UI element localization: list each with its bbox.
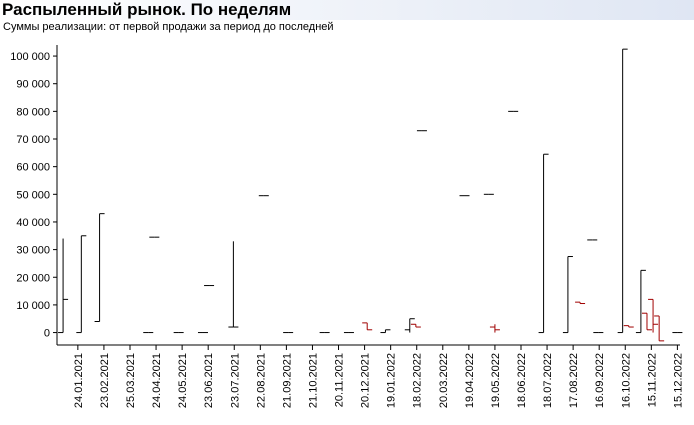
x-tick-label: 25.03.2021 — [125, 353, 137, 408]
x-tick-label: 15.11.2022 — [646, 353, 658, 407]
x-tick-label: 20.11.2021 — [334, 353, 346, 407]
x-tick-label: 18.06.2022 — [516, 353, 528, 408]
x-tick-label: 24.04.2021 — [151, 353, 163, 408]
x-tick-label: 23.02.2021 — [99, 353, 111, 408]
x-tick-label: 23.07.2021 — [229, 353, 241, 408]
x-tick-label: 16.09.2022 — [594, 353, 606, 408]
x-tick-label: 17.08.2022 — [568, 353, 580, 408]
y-tick-label: 50 000 — [16, 189, 50, 201]
x-tick-label: 18.02.2022 — [412, 353, 424, 408]
x-tick-label: 16.10.2022 — [620, 353, 632, 408]
x-tick-label: 21.10.2021 — [307, 353, 319, 408]
y-tick-label: 30 000 — [16, 245, 50, 257]
x-tick-label: 24.05.2021 — [177, 353, 189, 408]
x-tick-label: 23.06.2021 — [203, 353, 215, 408]
y-tick-label: 10 000 — [16, 300, 50, 312]
y-tick-label: 90 000 — [16, 79, 50, 91]
x-tick-label: 22.08.2021 — [255, 353, 267, 408]
x-tick-label: 18.07.2022 — [542, 353, 554, 408]
x-tick-label: 20.12.2021 — [360, 353, 372, 408]
x-tick-label: 20.03.2022 — [438, 353, 450, 408]
x-tick-label: 19.04.2022 — [464, 353, 476, 408]
chart: 0 10 000 20 000 30 000 40 000 50 000 60 000 70 … — [10, 45, 684, 408]
chart-subtitle: Суммы реализации: от первой продажи за п… — [3, 21, 334, 33]
x-tick-label: 21.09.2021 — [281, 353, 293, 408]
y-tick-label: 100 000 — [10, 51, 50, 63]
y-tick-label: 20 000 — [16, 272, 50, 284]
y-tick-label: 70 000 — [16, 134, 50, 146]
x-tick-label: 19.05.2022 — [490, 353, 502, 408]
x-tick-label: 24.01.2021 — [73, 353, 85, 408]
y-tick-label: 0 — [44, 328, 50, 340]
y-tick-label: 40 000 — [16, 217, 50, 229]
y-tick-label: 80 000 — [16, 106, 50, 118]
chart-title: Распыленный рынок. По неделям — [0, 0, 694, 20]
y-tick-label: 60 000 — [16, 162, 50, 174]
x-tick-label: 19.01.2022 — [386, 353, 398, 408]
x-tick-label: 15.12.2022 — [672, 353, 684, 408]
